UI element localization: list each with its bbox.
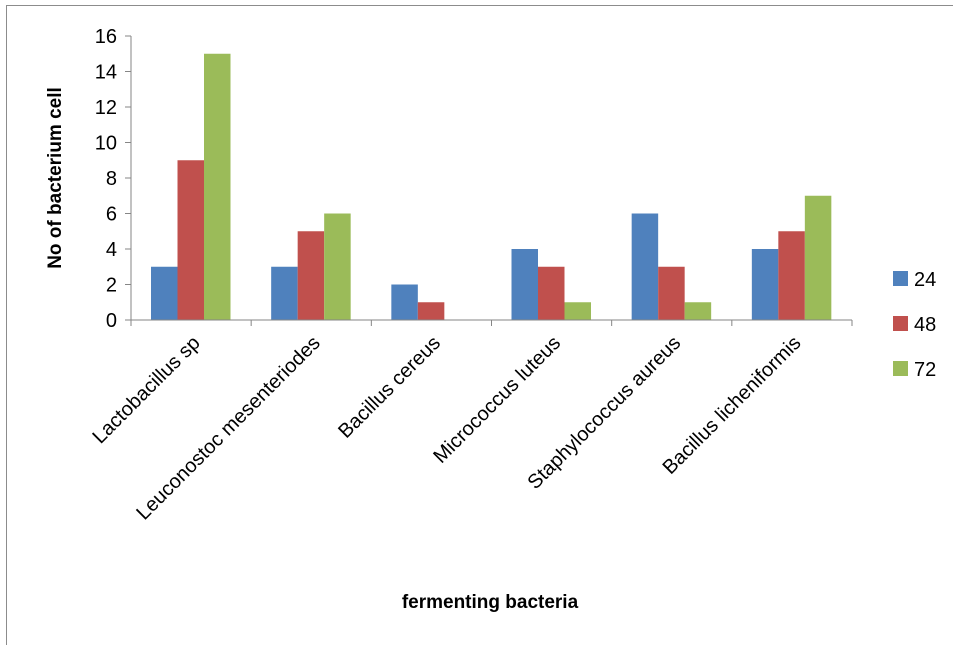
category-label: Micrococcus luteus [429,332,565,468]
legend-swatch [893,316,908,331]
bar-48-5 [778,231,805,320]
category-label: Lactobacillus sp [88,332,204,448]
category-label: Bacillus licheniformis [659,332,806,479]
y-axis-title: No of bacterium cell [45,87,66,269]
legend-swatch [893,361,908,376]
bar-48-3 [538,266,565,320]
bar-72-5 [804,195,832,320]
bar-72-4 [684,302,712,320]
category-label: Bacillus cereus [334,332,445,443]
bar-48-4 [658,266,685,320]
bar-48-2 [417,302,445,320]
y-tick-label: 2 [106,275,117,297]
bar-24-1 [271,266,298,320]
bar-48-0 [177,160,204,320]
y-tick-label: 16 [95,26,117,48]
bar-24-3 [511,249,538,320]
legend-swatch [893,271,908,286]
bar-48-1 [297,231,325,320]
y-tick-label: 8 [106,168,117,190]
bar-72-1 [324,213,351,320]
bar-72-0 [204,53,231,320]
x-axis-title: fermenting bacteria [402,592,579,613]
bar-24-0 [151,266,178,320]
y-tick-label: 4 [106,239,117,261]
legend-label: 72 [914,359,936,381]
chart-frame [6,5,953,645]
legend-label: 48 [914,314,936,336]
legend: 24 48 72 [893,269,936,381]
y-tick-label: 14 [95,62,117,84]
y-tick-label: 6 [106,204,117,226]
bar-24-4 [631,213,659,320]
legend-label: 24 [914,269,936,291]
axes [130,36,852,321]
y-axis-ticks: 0 2 4 6 8 10 12 14 16 [95,26,131,332]
y-tick-label: 0 [106,310,117,332]
bars [151,53,832,320]
bar-24-2 [391,284,418,320]
y-tick-label: 10 [95,133,117,155]
bar-72-3 [564,302,591,320]
x-axis-ticks [130,320,853,326]
bar-24-5 [751,249,779,320]
y-tick-label: 12 [95,97,117,119]
